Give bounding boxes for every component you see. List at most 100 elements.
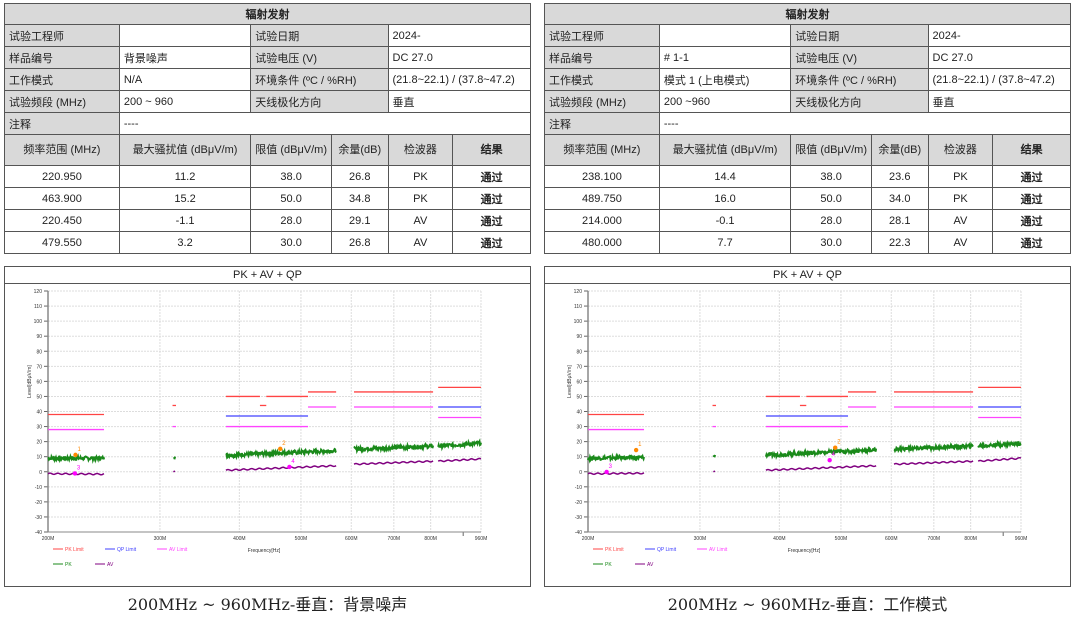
info-value: DC 27.0 xyxy=(387,46,531,69)
table-cell: 480.000 xyxy=(544,231,660,254)
legend-label: QP Limit xyxy=(117,547,137,553)
info-value: DC 27.0 xyxy=(927,46,1071,69)
info-value: 背景噪声 xyxy=(118,46,252,69)
info-label: 试验频段 (MHz) xyxy=(4,90,120,113)
column-header: 频率范围 (MHz) xyxy=(4,134,120,166)
y-tick-label: -30 xyxy=(575,515,582,521)
y-tick-label: 60 xyxy=(36,379,42,385)
legend-label: AV xyxy=(647,562,654,568)
y-tick-label: -10 xyxy=(35,485,42,491)
series-av-trace xyxy=(713,470,716,473)
y-axis-label: Level[dBμV/m] xyxy=(567,365,573,398)
y-axis-label: Level[dBμV/m] xyxy=(27,365,33,398)
table-row: 479.550 3.2 30.0 26.8 AV 通过 xyxy=(4,231,531,254)
info-label: 天线极化方向 xyxy=(250,90,389,113)
column-header: 最大骚扰值 (dBμV/m) xyxy=(658,134,792,166)
column-header: 最大骚扰值 (dBμV/m) xyxy=(118,134,252,166)
table-row: 220.450 -1.1 28.0 29.1 AV 通过 xyxy=(4,209,531,232)
y-tick-label: 10 xyxy=(36,455,42,461)
info-label: 试验日期 xyxy=(250,24,389,47)
table-cell: AV xyxy=(927,209,994,232)
column-header: 结果 xyxy=(452,134,531,166)
table-cell: 通过 xyxy=(452,165,531,188)
table-cell: AV xyxy=(387,209,454,232)
table-cell: 214.000 xyxy=(544,209,660,232)
column-header: 限值 (dBμV/m) xyxy=(250,134,332,166)
x-tick-label: 200M xyxy=(582,536,595,542)
figure-caption: 200MHz ~ 960MHz-垂直：工作模式 xyxy=(667,595,948,614)
y-tick-label: -30 xyxy=(35,515,42,521)
y-tick-label: -20 xyxy=(35,500,42,506)
series-pk-trace xyxy=(353,441,435,455)
x-tick-label: 400M xyxy=(233,536,246,542)
y-tick-label: 20 xyxy=(576,440,582,446)
table-cell: 30.0 xyxy=(790,231,872,254)
table-cell: 30.0 xyxy=(250,231,332,254)
series-pk-trace xyxy=(47,453,105,464)
y-tick-label: 120 xyxy=(574,289,583,295)
y-tick-label: 90 xyxy=(576,334,582,340)
table-cell: 29.1 xyxy=(331,209,389,232)
chart-title: PK + AV + QP xyxy=(5,267,530,284)
series-pk-trace xyxy=(225,446,337,461)
info-label: 工作模式 xyxy=(544,68,660,91)
series-pk-trace xyxy=(173,456,177,460)
info-value xyxy=(118,24,252,47)
chart-title: PK + AV + QP xyxy=(545,267,1070,284)
x-tick-label: 500M xyxy=(295,536,308,542)
y-tick-label: 50 xyxy=(576,394,582,400)
figure-caption: 200MHz ~ 960MHz-垂直：背景噪声 xyxy=(127,595,408,614)
marker-label: 3 xyxy=(609,464,613,470)
table-row: 463.900 15.2 50.0 34.8 PK 通过 xyxy=(4,187,531,210)
y-tick-label: 80 xyxy=(36,349,42,355)
series-av-trace xyxy=(173,470,176,473)
info-value: 模式 1 (上电模式) xyxy=(658,68,792,91)
table-cell: 479.550 xyxy=(4,231,120,254)
table-cell: 34.0 xyxy=(871,187,929,210)
note-label: 注释 xyxy=(544,112,660,135)
table-cell: 11.2 xyxy=(118,165,252,188)
report-panel-operating: 辐射发射 试验工程师 试验日期 2024- 样品编号 # 1-1 试验电压 (V) DC 27… xyxy=(544,3,1072,254)
info-value xyxy=(658,24,792,47)
info-value: 200 ~960 xyxy=(658,90,792,113)
series-av-trace xyxy=(225,464,337,472)
table-cell: 28.0 xyxy=(250,209,332,232)
marker-point xyxy=(604,469,609,475)
marker-point xyxy=(72,471,78,476)
marker-point xyxy=(73,452,78,458)
column-header: 余量(dB) xyxy=(871,134,929,166)
info-value: N/A xyxy=(118,68,252,91)
info-label: 试验日期 xyxy=(790,24,929,47)
info-label: 样品编号 xyxy=(4,46,120,69)
info-value: # 1-1 xyxy=(658,46,792,69)
y-tick-label: -10 xyxy=(575,485,582,491)
y-tick-label: 40 xyxy=(576,410,582,416)
x-axis-label: Frequency[Hz] xyxy=(788,548,821,554)
y-tick-label: 80 xyxy=(576,349,582,355)
table-cell: -1.1 xyxy=(118,209,252,232)
info-label: 环境条件 (ºC / %RH) xyxy=(250,68,389,91)
table-cell: 通过 xyxy=(452,187,531,210)
table-row: 480.000 7.7 30.0 22.3 AV 通过 xyxy=(544,231,1071,254)
table-cell: 34.8 xyxy=(331,187,389,210)
table-cell: 通过 xyxy=(992,165,1071,188)
emission-table: 辐射发射 试验工程师 试验日期 2024- 样品编号 # 1-1 试验电压 (V) DC 27… xyxy=(544,3,1072,254)
legend-label: PK xyxy=(65,562,72,568)
table-cell: PK xyxy=(387,165,454,188)
series-av-trace xyxy=(587,471,645,476)
table-cell: 通过 xyxy=(992,231,1071,254)
table-cell: AV xyxy=(387,231,454,254)
info-label: 试验工程师 xyxy=(544,24,660,47)
table-cell: 26.8 xyxy=(331,231,389,254)
table-cell: 28.1 xyxy=(871,209,929,232)
y-tick-label: 90 xyxy=(36,334,42,340)
info-value: (21.8~22.1) / (37.8~47.2) xyxy=(387,68,531,91)
x-tick-label: 700M xyxy=(928,536,941,542)
series-av-trace xyxy=(437,457,482,463)
x-tick-label: 800M xyxy=(424,536,437,542)
emission-table: 辐射发射 试验工程师 试验日期 2024- 样品编号 背景噪声 试验电压 (V) DC 27.… xyxy=(4,3,532,254)
info-label: 工作模式 xyxy=(4,68,120,91)
legend-label: PK Limit xyxy=(65,547,84,553)
x-tick-label: 400M xyxy=(773,536,786,542)
x-tick-label: 700M xyxy=(388,536,401,542)
